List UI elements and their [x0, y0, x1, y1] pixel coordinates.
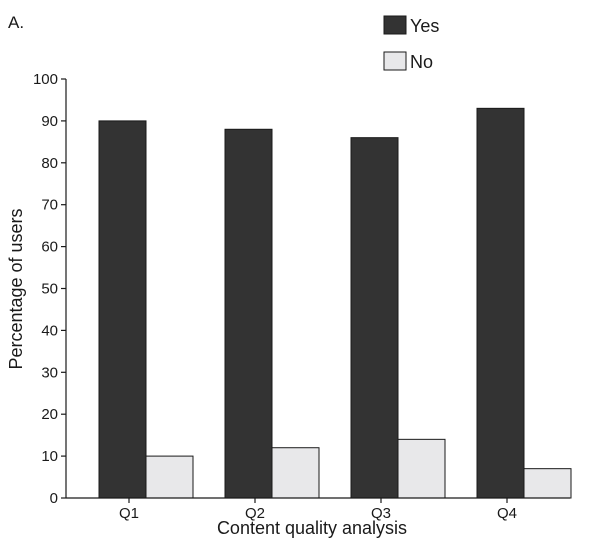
y-tick-label: 70: [41, 197, 58, 214]
x-axis-ticks: Q1 Q2 Q3 Q4: [119, 498, 517, 522]
legend-swatch-yes: [383, 15, 407, 35]
bar-no-q2: [271, 447, 320, 499]
y-tick-label: 20: [41, 406, 58, 423]
x-tick-label: Q3: [371, 505, 391, 522]
y-tick-label: 90: [41, 113, 58, 130]
y-tick-label: 30: [41, 364, 58, 381]
legend-swatch-no: [383, 51, 407, 71]
y-tick-label: 100: [33, 71, 58, 88]
legend: Yes No: [383, 15, 439, 72]
x-axis-title: Content quality analysis: [217, 518, 407, 538]
y-tick-label: 80: [41, 155, 58, 172]
bar-yes-q4: [476, 107, 525, 499]
y-tick-label: 0: [50, 490, 58, 507]
legend-label-yes: Yes: [410, 16, 439, 36]
y-tick-label: 10: [41, 448, 58, 465]
bar-yes-q3: [350, 137, 399, 499]
panel-label: A.: [8, 13, 24, 32]
bar-no-q4: [523, 468, 572, 499]
y-tick-label: 60: [41, 239, 58, 256]
x-tick-label: Q4: [497, 505, 517, 522]
bar-no-q1: [145, 455, 194, 499]
x-tick-label: Q2: [245, 505, 265, 522]
bars: [98, 107, 572, 499]
x-tick-label: Q1: [119, 505, 139, 522]
bar-no-q3: [397, 438, 446, 499]
y-axis-title: Percentage of users: [6, 208, 26, 369]
legend-label-no: No: [410, 52, 433, 72]
y-axis-ticks: 0 10 20 30 40 50 60 70 80 90 100: [33, 71, 66, 507]
bar-yes-q2: [224, 128, 273, 499]
bar-yes-q1: [98, 120, 147, 499]
y-tick-label: 50: [41, 281, 58, 298]
y-tick-label: 40: [41, 322, 58, 339]
